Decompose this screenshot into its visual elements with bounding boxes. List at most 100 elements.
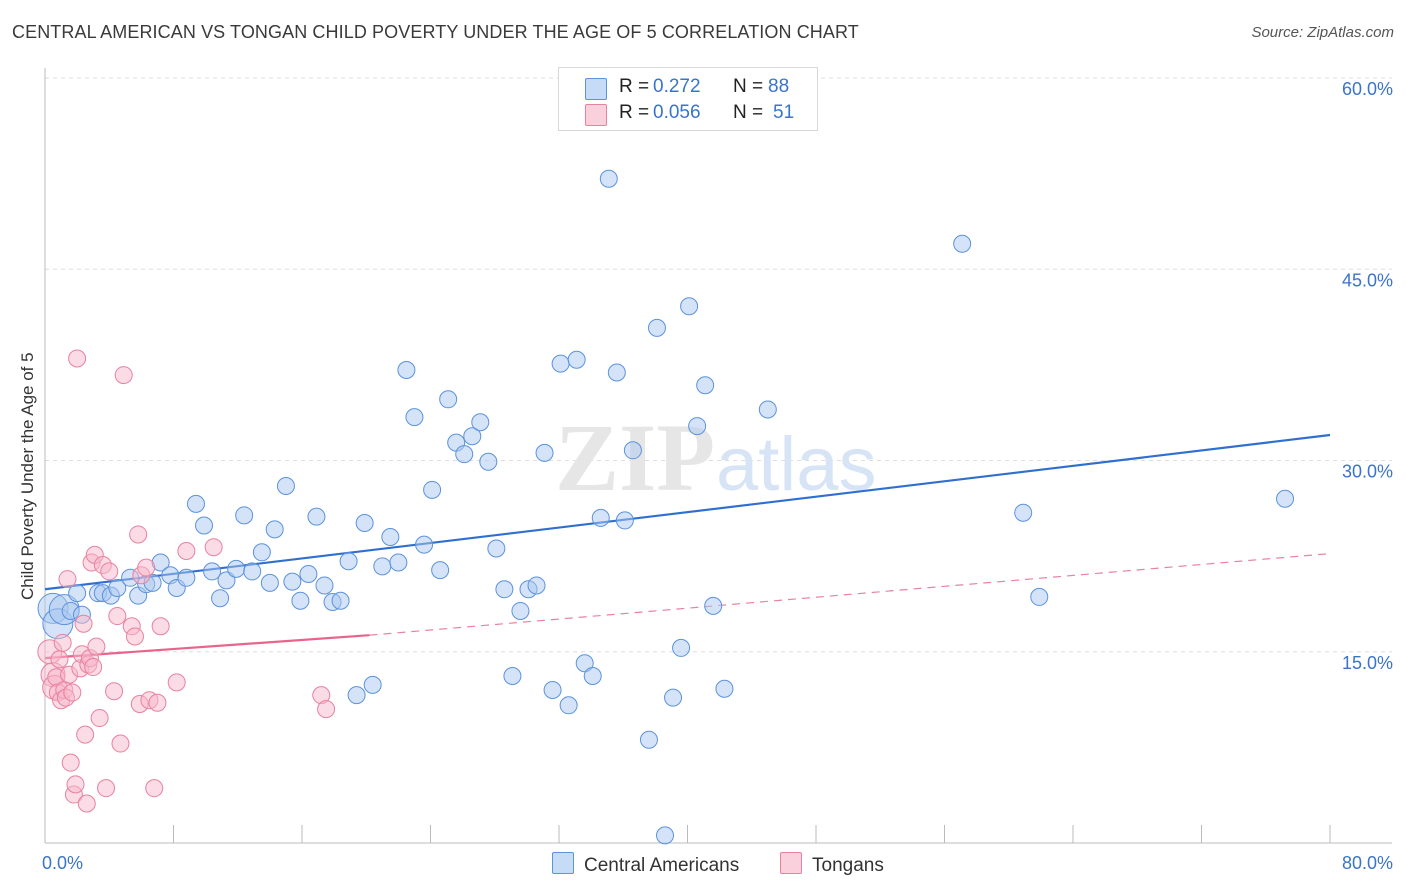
- point-central-americans: [331, 591, 350, 610]
- legend-r-label: R =: [619, 102, 650, 123]
- point-tongans: [50, 650, 69, 669]
- point-central-americans: [599, 169, 618, 188]
- bottom-legend-swatch-central-americans: [552, 852, 574, 874]
- point-central-americans: [715, 679, 734, 698]
- point-central-americans: [265, 520, 284, 539]
- point-central-americans: [696, 376, 715, 395]
- point-central-americans: [527, 576, 546, 595]
- point-tongans: [317, 700, 336, 719]
- point-central-americans: [672, 638, 691, 657]
- point-central-americans: [688, 417, 707, 436]
- y-tick-label: 15.0%: [1342, 653, 1393, 673]
- point-central-americans: [639, 730, 658, 749]
- point-tongans: [58, 570, 77, 589]
- point-central-americans: [68, 584, 87, 603]
- point-tongans: [177, 542, 196, 561]
- point-central-americans: [953, 234, 972, 253]
- point-central-americans: [243, 562, 262, 581]
- point-central-americans: [423, 480, 442, 499]
- point-tongans: [63, 683, 82, 702]
- point-central-americans: [607, 363, 626, 382]
- point-central-americans: [283, 572, 302, 591]
- point-central-americans: [487, 539, 506, 558]
- legend-n-value: 88: [768, 76, 790, 97]
- point-central-americans: [227, 559, 246, 578]
- point-central-americans: [535, 443, 554, 462]
- point-central-americans: [389, 553, 408, 572]
- point-central-americans: [252, 543, 271, 562]
- gridlines: [45, 77, 1392, 653]
- point-tongans: [97, 779, 116, 798]
- point-central-americans: [1030, 587, 1049, 606]
- point-central-americans: [623, 441, 642, 460]
- point-central-americans: [664, 688, 683, 707]
- point-tongans: [68, 349, 87, 368]
- point-tongans: [129, 525, 148, 544]
- point-tongans: [125, 627, 144, 646]
- point-tongans: [151, 617, 170, 636]
- point-central-americans: [503, 666, 522, 685]
- trend-line-extension-tongans: [369, 552, 1331, 636]
- point-central-americans: [276, 477, 295, 495]
- axes: [44, 68, 1392, 844]
- point-central-americans: [1276, 489, 1295, 508]
- point-tongans: [167, 673, 186, 692]
- x-tick-label: 0.0%: [42, 853, 83, 873]
- point-tongans: [100, 562, 119, 581]
- y-tick-label: 60.0%: [1342, 79, 1393, 99]
- point-tongans: [84, 658, 103, 677]
- point-central-americans: [543, 681, 562, 699]
- point-central-americans: [405, 408, 424, 427]
- point-central-americans: [511, 601, 530, 620]
- legend-r-value: 0.056: [653, 102, 701, 123]
- point-tongans: [74, 614, 93, 633]
- point-central-americans: [315, 576, 334, 595]
- point-central-americans: [108, 579, 127, 597]
- point-central-americans: [339, 552, 358, 571]
- point-central-americans: [704, 596, 723, 615]
- point-central-americans: [415, 535, 434, 554]
- point-central-americans: [575, 654, 594, 673]
- point-central-americans: [363, 675, 382, 694]
- point-central-americans: [647, 318, 666, 337]
- point-central-americans: [559, 696, 578, 715]
- point-central-americans: [471, 413, 490, 432]
- point-tongans: [53, 633, 72, 652]
- point-tongans: [76, 725, 95, 744]
- point-tongans: [77, 794, 96, 813]
- point-central-americans: [583, 666, 602, 685]
- point-central-americans: [307, 507, 326, 526]
- watermark-atlas: atlas: [716, 422, 877, 507]
- legend-r-label: R =: [619, 76, 650, 97]
- point-central-americans: [177, 568, 196, 587]
- point-central-americans: [195, 516, 214, 535]
- point-central-americans: [479, 452, 498, 471]
- bottom-legend-swatch-tongans: [780, 852, 802, 874]
- legend-swatch-central-americans: [585, 78, 607, 100]
- trend-line-central-americans: [44, 433, 1331, 591]
- bottom-legend-label: Tongans: [812, 855, 884, 876]
- point-central-americans: [235, 506, 254, 525]
- point-tongans: [108, 607, 127, 626]
- point-tongans: [114, 366, 133, 385]
- point-central-americans: [1014, 503, 1033, 522]
- y-axis-label: Child Poverty Under the Age of 5: [18, 352, 37, 600]
- point-tongans: [105, 682, 124, 701]
- point-tongans: [61, 753, 80, 772]
- bottom-legend-tongans: Tongans: [780, 852, 884, 877]
- tick-labels: 15.0% 30.0% 45.0% 60.0% 0.0% 80.0%: [42, 79, 1393, 873]
- point-tongans: [90, 709, 109, 728]
- point-central-americans: [680, 297, 699, 316]
- point-central-americans: [355, 513, 374, 532]
- point-central-americans: [397, 360, 416, 379]
- point-central-americans: [551, 354, 570, 373]
- point-central-americans: [211, 589, 230, 608]
- point-central-americans: [186, 494, 205, 513]
- legend-n-label: N =: [733, 76, 764, 97]
- point-central-americans: [455, 445, 474, 464]
- point-central-americans: [260, 573, 279, 592]
- legend-r-value: 0.272: [653, 76, 701, 97]
- point-tongans: [87, 637, 106, 656]
- y-tick-label: 30.0%: [1342, 462, 1393, 482]
